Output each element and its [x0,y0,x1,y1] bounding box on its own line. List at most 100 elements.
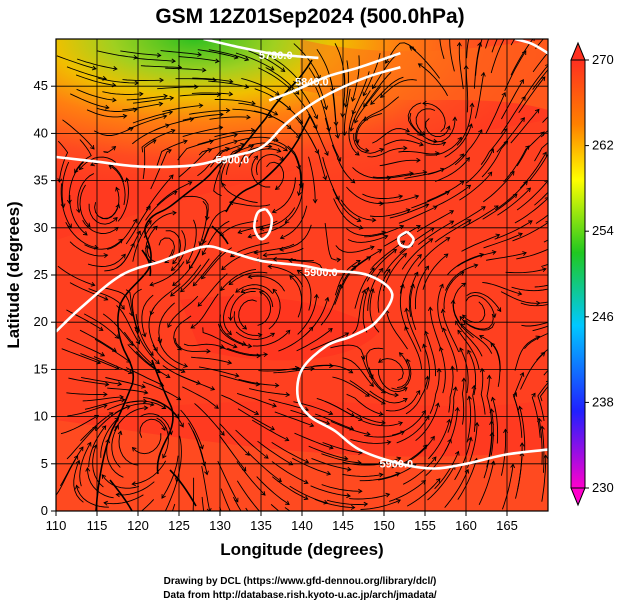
streamline-arrow [112,97,117,103]
streamline [343,88,351,136]
streamline [235,429,269,459]
streamline-arrow [197,52,202,57]
streamline-arrow [363,501,369,507]
streamline [411,191,450,209]
streamline [326,499,368,505]
streamline [182,386,219,409]
x-tick-label: 160 [455,518,477,533]
streamline [518,76,546,114]
streamline [320,284,342,326]
streamline [457,330,480,370]
streamline-arrow [526,187,532,193]
streamline [428,419,451,460]
streamline-arrow [172,281,177,287]
streamline [536,348,548,361]
x-tick-label: 150 [373,518,395,533]
streamline-arrow [312,198,318,204]
streamline [120,50,161,56]
streamline [86,109,127,118]
coast-kyushu [211,225,229,245]
streamline-arrow [242,325,248,330]
streamline-arrow [479,367,485,373]
streamline [479,335,501,372]
streamline-arrow [214,58,220,64]
streamline [532,69,548,90]
streamline-arrow [445,190,450,196]
plot-area: 5900.0 5900.0 5900.0 5840.0 5780.0 [56,39,564,527]
colorbar: 230 238 246 254 262 270 [570,41,614,507]
streamline [367,147,407,158]
streamline [529,153,548,181]
streamline-arrow [155,359,160,365]
streamline-arrow [379,147,385,153]
streamline-arrow [466,184,472,190]
streamline-arrow [318,523,322,527]
streamline [186,219,197,264]
streamline-arrow [82,231,88,236]
streamline-arrow [445,125,451,131]
streamline-arrow [556,327,560,331]
streamline [272,177,296,213]
streamline [102,313,134,346]
streamline-arrow [101,474,107,479]
streamline-arrow [267,264,273,269]
streamline [510,109,540,144]
streamline-arrow [76,208,81,214]
streamline [235,52,275,71]
streamline-arrow [371,217,377,223]
streamline [116,481,155,496]
streamline-arrow [522,251,527,256]
streamline [57,140,69,183]
streamline [427,180,465,202]
streamline [324,223,341,261]
streamline-arrow [256,353,262,359]
streamline [407,102,422,136]
streamline-arrow [78,165,84,171]
streamline-arrow [279,246,284,252]
streamline-arrow [165,373,171,379]
streamline [304,297,329,336]
streamline [378,369,408,393]
streamline [383,139,424,146]
streamline-arrow [66,199,72,205]
streamline-arrow [325,420,331,425]
streamline-arrow [280,67,286,72]
streamline-arrow [228,316,233,322]
streamline-arrow [115,203,121,209]
streamline-arrow [208,139,214,145]
streamline-arrow [241,341,247,346]
streamline-arrow [474,421,480,427]
streamline-arrow [85,222,91,228]
streamline-arrow [460,323,466,328]
streamline [66,66,107,80]
streamline-arrow [478,129,483,134]
streamline-arrow [276,148,282,153]
streamline [444,407,459,452]
y-tick-label: 30 [34,220,48,235]
streamline [202,209,229,244]
streamline [111,425,121,468]
streamline-arrow [560,174,564,178]
x-tick-label: 125 [168,518,190,533]
streamline-arrow [149,281,155,287]
streamline-arrow [449,210,455,215]
streamline [293,43,321,80]
y-tick-label: 0 [41,503,48,518]
streamline-arrow [108,412,114,417]
streamline [434,184,471,208]
streamline-arrow [417,63,423,68]
streamline [197,49,238,59]
streamline [466,39,470,59]
streamline-arrow [269,66,275,71]
streamline [238,102,278,116]
streamline [183,195,209,220]
streamline-arrow [272,256,277,262]
streamline-arrow [183,139,188,145]
streamline [251,155,271,188]
streamline [175,78,217,81]
streamline-arrow [273,111,279,116]
streamline [157,337,188,367]
streamline [458,42,464,90]
streamline-arrow [530,39,535,42]
streamline-arrow [541,267,547,273]
